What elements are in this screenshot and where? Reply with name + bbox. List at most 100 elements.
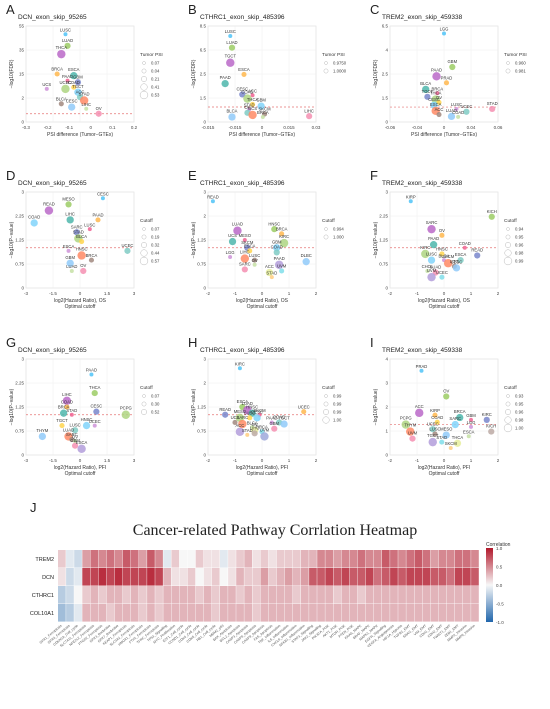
data-point: [449, 63, 456, 71]
data-point: [488, 428, 495, 435]
heatmap-cell: [325, 604, 333, 622]
x-tick-label: -2: [206, 458, 210, 463]
data-point: [436, 111, 442, 118]
point-label: CESC: [236, 87, 248, 92]
heatmap-cell: [276, 604, 285, 622]
heatmap-cell: [187, 568, 196, 586]
point-label: LUSC: [451, 102, 462, 107]
point-label: LUSC: [70, 422, 81, 427]
x-tick-label: -1: [415, 291, 419, 296]
point-label: CESC: [451, 259, 463, 264]
heatmap-cell: [382, 586, 390, 604]
data-point: [442, 431, 450, 439]
heatmap-cell: [106, 550, 115, 568]
legend-symbol: [505, 68, 511, 74]
point-label: TGCT: [72, 84, 84, 89]
legend-label: 0.99: [333, 410, 342, 415]
point-label: LGG: [450, 259, 459, 264]
heatmap-cell: [390, 568, 398, 586]
point-label: PCPG: [120, 406, 132, 411]
data-point: [44, 206, 54, 215]
point-label: COAD: [273, 415, 285, 420]
point-label: UCEC: [298, 404, 310, 409]
heatmap-cell: [349, 550, 358, 568]
legend-label: 0.04: [151, 69, 160, 74]
panel-title: CTHRC1_exon_skip_485396: [200, 347, 285, 354]
point-label: PRAD: [416, 364, 428, 369]
heatmap-cell: [301, 604, 309, 622]
data-point: [240, 254, 250, 263]
point-label: BRCA: [256, 424, 268, 429]
point-label: KIRP: [430, 408, 440, 413]
panel-letter-c: C: [370, 2, 380, 17]
x-axis-label: log2(Hazard Ratio), OS: [418, 298, 471, 304]
legend-title: Cutoff: [140, 218, 153, 224]
y-tick-label: 2.5: [200, 72, 207, 77]
colorbar-tick: -1.0: [496, 620, 504, 625]
heatmap-cell: [203, 550, 212, 568]
x-tick-label: 1: [470, 291, 473, 296]
data-point: [233, 226, 242, 235]
y-tick-label: 3: [21, 357, 24, 362]
data-point: [432, 412, 438, 418]
data-point: [429, 426, 436, 433]
x-tick-label: 1: [470, 458, 473, 463]
point-label: STAD: [436, 435, 447, 440]
heatmap-cell: [406, 568, 414, 586]
panel-letter-b: B: [188, 2, 197, 17]
point-label: STAD: [73, 229, 84, 234]
y-tick-label: 3: [203, 357, 206, 362]
legend-label: 0.93: [515, 394, 524, 399]
y-axis-label: −log10(P−value): [9, 388, 15, 425]
data-point: [69, 268, 74, 273]
heatmap-cell: [122, 568, 131, 586]
point-label: BLCA: [439, 253, 450, 258]
heatmap-cell: [301, 586, 309, 604]
heatmap-cell: [414, 586, 423, 604]
heatmap-cell: [430, 568, 439, 586]
heatmap-cell: [155, 604, 163, 622]
x-tick-label: -0.015: [202, 125, 215, 130]
y-tick-label: 6.5: [382, 24, 389, 29]
legend-symbol: [141, 242, 147, 248]
x-tick-label: 3: [133, 458, 136, 463]
data-point: [252, 262, 257, 267]
data-point: [421, 249, 430, 259]
legend-symbol: [141, 76, 147, 82]
point-label: LUAD: [446, 108, 457, 113]
data-point: [250, 101, 256, 108]
data-point: [279, 231, 285, 237]
heatmap-cell: [284, 550, 293, 568]
data-point: [427, 256, 436, 264]
heatmap-cell: [220, 568, 228, 586]
heatmap-cell: [155, 586, 163, 604]
heatmap-cell: [292, 550, 301, 568]
point-label: UVM: [427, 268, 437, 273]
heatmap-cell: [463, 568, 471, 586]
point-label: SKCM: [445, 441, 458, 446]
point-label: ESCA: [237, 399, 249, 404]
point-label: BLCA: [420, 81, 431, 86]
heatmap-cell: [398, 604, 406, 622]
heatmap-cell: [236, 586, 244, 604]
data-point: [488, 213, 495, 220]
point-label: PAAD: [86, 368, 97, 373]
heatmap-cell: [438, 604, 447, 622]
legend-title: Tumor PSI: [504, 52, 527, 58]
data-point: [408, 199, 413, 204]
heatmap-cell: [357, 550, 366, 568]
point-label: BRCA: [454, 409, 466, 414]
data-point: [65, 201, 72, 208]
data-point: [73, 229, 80, 236]
data-point: [38, 432, 47, 441]
point-label: PAAD: [431, 67, 442, 72]
x-tick-label: 2: [497, 458, 500, 463]
heatmap-cell: [260, 586, 269, 604]
y-tick-label: 2.25: [15, 214, 24, 219]
legend-label: 0.9750: [333, 61, 347, 66]
y-tick-label: 0.75: [15, 262, 24, 267]
y-axis-label: −log10(FDR): [373, 59, 379, 88]
point-label: KIRC: [279, 234, 289, 239]
y-tick-label: 0: [203, 286, 206, 291]
